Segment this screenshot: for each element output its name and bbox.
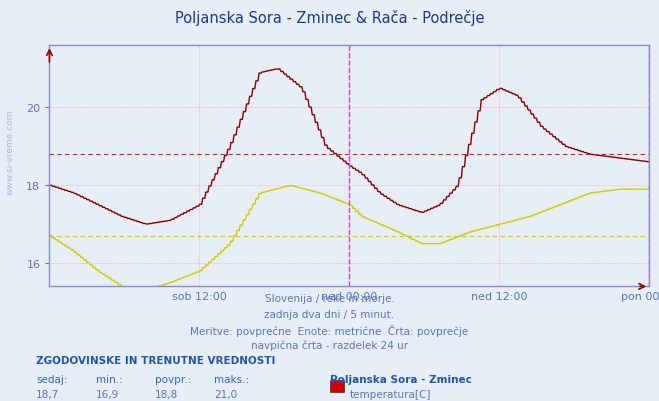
Text: 18,8: 18,8 (155, 389, 178, 399)
Text: 21,0: 21,0 (214, 389, 237, 399)
Text: Poljanska Sora - Zminec: Poljanska Sora - Zminec (330, 374, 471, 384)
Text: Meritve: povprečne  Enote: metrične  Črta: povprečje: Meritve: povprečne Enote: metrične Črta:… (190, 324, 469, 336)
Text: temperatura[C]: temperatura[C] (349, 389, 431, 399)
Text: Poljanska Sora - Zminec & Rača - Podrečje: Poljanska Sora - Zminec & Rača - Podrečj… (175, 10, 484, 26)
Text: navpična črta - razdelek 24 ur: navpična črta - razdelek 24 ur (251, 339, 408, 350)
Text: www.si-vreme.com: www.si-vreme.com (5, 110, 14, 195)
Text: min.:: min.: (96, 374, 123, 384)
Text: Slovenija / reke in morje.: Slovenija / reke in morje. (264, 294, 395, 304)
Text: 16,9: 16,9 (96, 389, 119, 399)
Text: zadnja dva dni / 5 minut.: zadnja dva dni / 5 minut. (264, 309, 395, 319)
Text: 18,7: 18,7 (36, 389, 59, 399)
Text: sedaj:: sedaj: (36, 374, 68, 384)
Text: povpr.:: povpr.: (155, 374, 191, 384)
Text: ZGODOVINSKE IN TRENUTNE VREDNOSTI: ZGODOVINSKE IN TRENUTNE VREDNOSTI (36, 355, 275, 365)
Text: maks.:: maks.: (214, 374, 249, 384)
